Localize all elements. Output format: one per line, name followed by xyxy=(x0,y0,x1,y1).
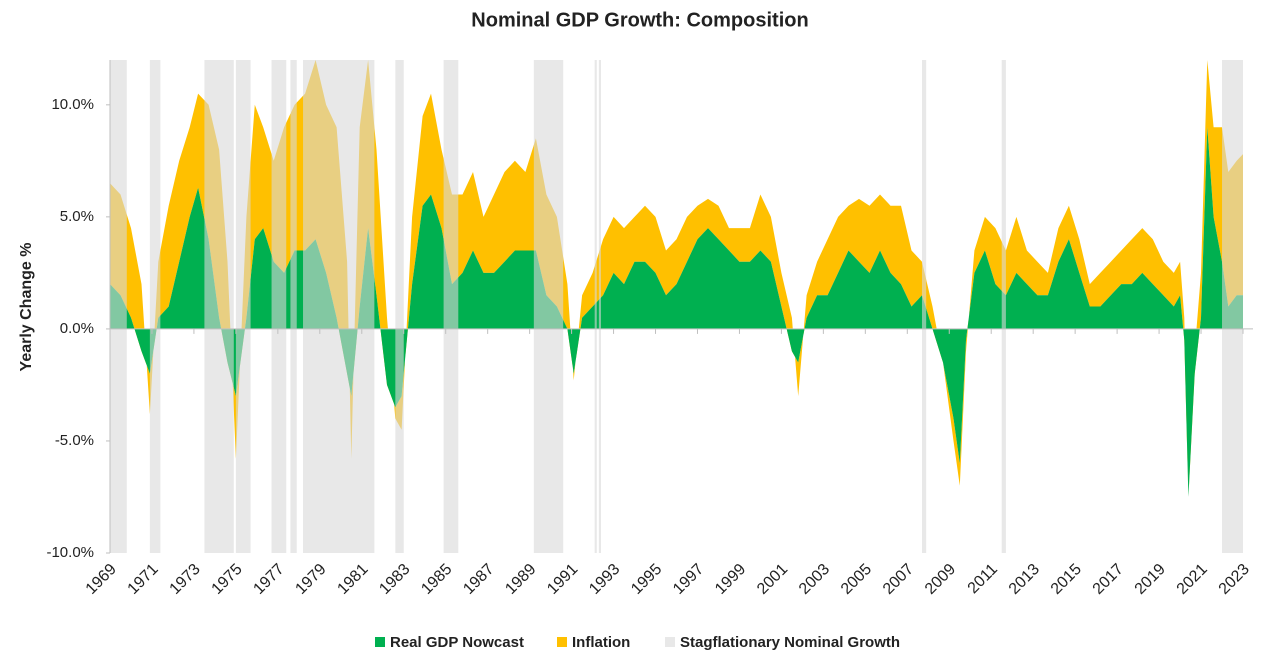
x-tick-label: 2015 xyxy=(1048,561,1085,598)
y-tick-label: 5.0% xyxy=(60,208,94,225)
stagflation-band xyxy=(533,60,564,553)
x-tick-label: 1981 xyxy=(334,561,371,598)
legend-swatch xyxy=(665,637,675,647)
x-tick-label: 1997 xyxy=(670,561,707,598)
legend-label: Real GDP Nowcast xyxy=(390,634,524,651)
area-1 xyxy=(110,60,1243,497)
x-tick-label: 1969 xyxy=(83,561,120,598)
x-tick-label: 1985 xyxy=(418,561,455,598)
x-tick-label: 1993 xyxy=(586,561,623,598)
stagflation-band xyxy=(921,60,927,553)
x-tick-label: 2011 xyxy=(965,561,1001,597)
stagflation-band xyxy=(443,60,459,553)
x-tick-label: 1989 xyxy=(502,561,539,598)
area-0 xyxy=(110,127,1243,497)
x-tick-label: 2007 xyxy=(880,561,917,598)
x-tick-label: 1995 xyxy=(628,561,665,598)
x-tick-label: 2013 xyxy=(1006,561,1043,598)
legend-label: Inflation xyxy=(572,634,630,651)
legend: Real GDP Nowcast Inflation Stagflationary … xyxy=(375,634,900,651)
y-axis-title: Yearly Change % xyxy=(18,243,35,372)
y-tick-label: 0.0% xyxy=(60,320,94,337)
x-tick-label: 2023 xyxy=(1216,561,1253,598)
x-tick-label: 2003 xyxy=(796,561,833,598)
y-tick-label: 10.0% xyxy=(51,96,94,113)
legend-swatch xyxy=(557,637,567,647)
x-tick-label: 1973 xyxy=(167,561,204,598)
legend-swatch xyxy=(375,637,385,647)
x-tick-label: 2021 xyxy=(1174,561,1211,598)
stagflation-band xyxy=(290,60,297,553)
x-tick-label: 1975 xyxy=(209,561,246,598)
x-tick-label: 2017 xyxy=(1090,561,1127,598)
x-tick-label: 2009 xyxy=(922,561,959,598)
stagflation-band xyxy=(110,60,127,553)
plot-area xyxy=(110,60,1243,553)
stagflation-band xyxy=(598,60,601,553)
stagflation-band xyxy=(235,60,251,553)
x-tick-label: 2005 xyxy=(838,561,875,598)
x-tick-label: 1977 xyxy=(250,561,287,598)
stagflation-band xyxy=(204,60,234,553)
x-tick-label: 2001 xyxy=(754,561,791,598)
stagflation-band xyxy=(594,60,597,553)
chart-title: Nominal GDP Growth: Composition xyxy=(471,9,808,31)
stagflation-band xyxy=(271,60,287,553)
x-tick-label: 2019 xyxy=(1132,561,1169,598)
stagflation-band xyxy=(395,60,404,553)
stagflation-band xyxy=(1222,60,1243,553)
x-tick-label: 1983 xyxy=(376,561,413,598)
x-tick-label: 1971 xyxy=(125,561,162,598)
x-tick-label: 1999 xyxy=(712,561,749,598)
stagflation-band xyxy=(149,60,161,553)
x-tick-label: 1979 xyxy=(292,561,329,598)
y-tick-label: -5.0% xyxy=(55,432,94,449)
legend-label: Stagflationary Nominal Growth xyxy=(680,634,900,651)
stagflation-band xyxy=(1001,60,1006,553)
stagflation-band xyxy=(303,60,375,553)
x-tick-label: 1987 xyxy=(460,561,497,598)
x-tick-label: 1991 xyxy=(544,561,581,598)
y-tick-label: -10.0% xyxy=(46,544,94,561)
